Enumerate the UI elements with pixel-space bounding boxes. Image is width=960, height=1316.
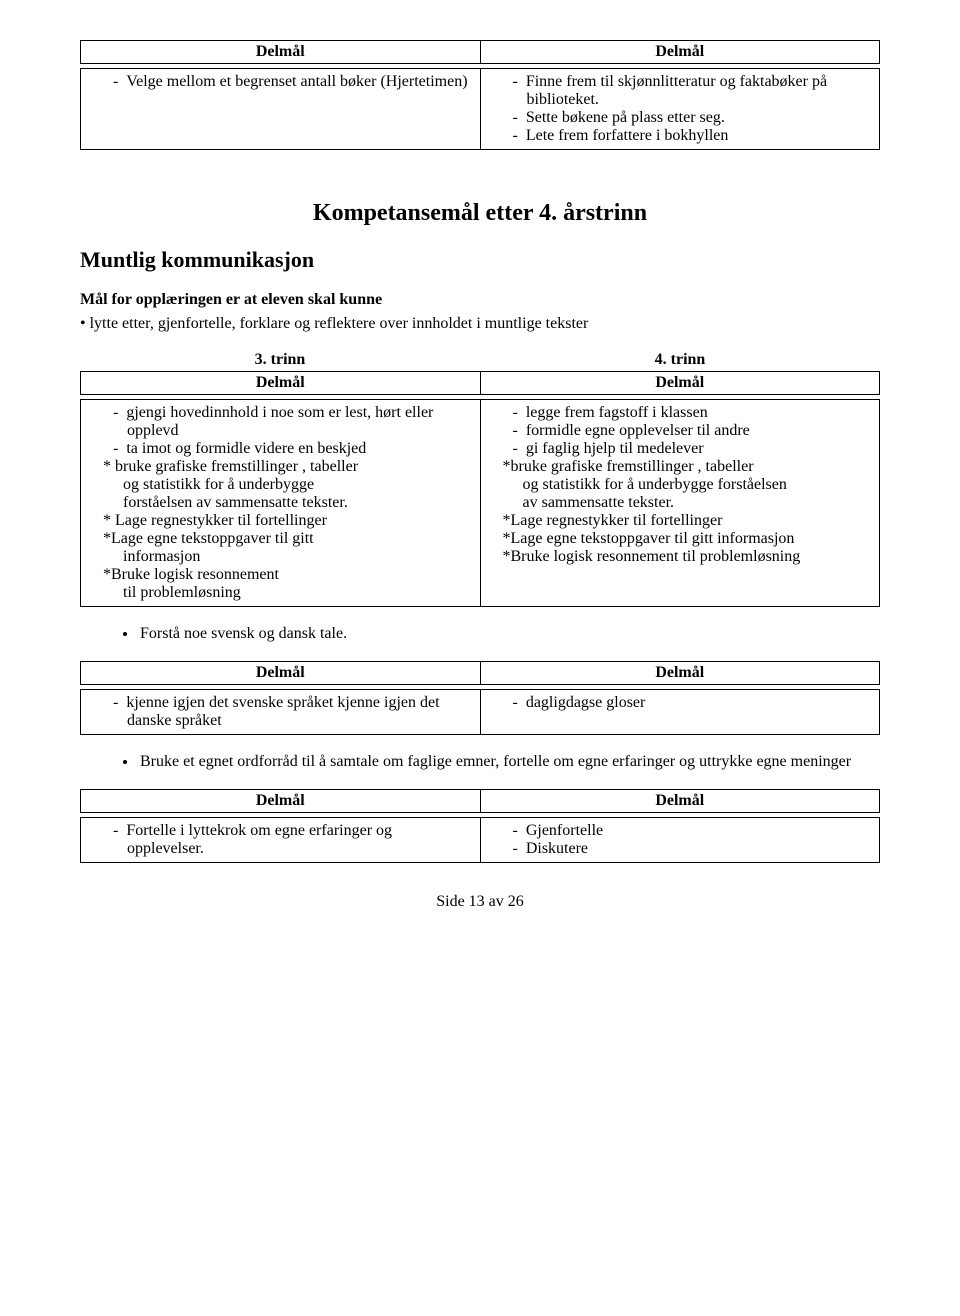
table4-header-right: Delmål [480,790,880,813]
intro-text: Mål for opplæringen er at eleven skal ku… [80,291,880,309]
table2-right-cell: legge frem fagstoff i klassen formidle e… [480,400,880,607]
goal-bullet: • lytte etter, gjenfortelle, forklare og… [80,315,880,333]
star-line: *Bruke logisk resonnement til problemløs… [489,548,872,566]
star-line: *Lage regnestykker til fortellinger [489,512,872,530]
table4-content: Fortelle i lyttekrok om egne erfaringer … [80,817,880,863]
cont-line: av sammensatte tekster. [489,494,872,512]
list-item: dagligdagse gloser [489,694,872,712]
list-item: gjengi hovedinnhold i noe som er lest, h… [89,404,472,440]
list-item: ta imot og formidle videre en beskjed [89,440,472,458]
table4-left-list: Fortelle i lyttekrok om egne erfaringer … [89,822,472,858]
cont-line: og statistikk for å underbygge [89,476,472,494]
trinn-row: 3. trinn 4. trinn [80,351,880,369]
star-line: *bruke grafiske fremstillinger , tabelle… [489,458,872,476]
table1-content: Velge mellom et begrenset antall bøker (… [80,68,880,150]
table2-header-right: Delmål [480,372,880,395]
mid-bullet-item: Forstå noe svensk og dansk tale. [138,625,880,643]
table4-header: Delmål Delmål [80,789,880,813]
table4-right-list: Gjenfortelle Diskutere [489,822,872,858]
table3-left-cell: kjenne igjen det svenske språket kjenne … [81,690,481,735]
table3-left-list: kjenne igjen det svenske språket kjenne … [89,694,472,730]
list-item: Finne frem til skjønnlitteratur og fakta… [489,73,872,109]
star-line: *Lage egne tekstoppgaver til gitt [89,530,472,548]
table4-left-cell: Fortelle i lyttekrok om egne erfaringer … [81,818,481,863]
table2-left-cell: gjengi hovedinnhold i noe som er lest, h… [81,400,481,607]
mid-bullet-list: Forstå noe svensk og dansk tale. [80,625,880,643]
table3-right-cell: dagligdagse gloser [480,690,880,735]
trinn-right: 4. trinn [480,351,880,369]
list-item: Gjenfortelle [489,822,872,840]
star-line: * Lage regnestykker til fortellinger [89,512,472,530]
table3-right-list: dagligdagse gloser [489,694,872,712]
list-item: Sette bøkene på plass etter seg. [489,109,872,127]
table2-header: Delmål Delmål [80,371,880,395]
cont-line: informasjon [89,548,472,566]
list-item: Velge mellom et begrenset antall bøker (… [89,73,472,91]
section-heading: Muntlig kommunikasjon [80,247,880,273]
trinn-left: 3. trinn [80,351,480,369]
list-item: Lete frem forfattere i bokhyllen [489,127,872,145]
table1-left-list: Velge mellom et begrenset antall bøker (… [89,73,472,91]
list-item: formidle egne opplevelser til andre [489,422,872,440]
list-item: Fortelle i lyttekrok om egne erfaringer … [89,822,472,858]
table2-header-left: Delmål [81,372,481,395]
table1-header: Delmål Delmål [80,40,880,64]
page-footer: Side 13 av 26 [80,893,880,911]
list-item: kjenne igjen det svenske språket kjenne … [89,694,472,730]
table2-content: gjengi hovedinnhold i noe som er lest, h… [80,399,880,607]
table1-header-right: Delmål [480,41,880,64]
mid-bullet-list2: Bruke et egnet ordforråd til å samtale o… [80,753,880,771]
table1-left-cell: Velge mellom et begrenset antall bøker (… [81,69,481,150]
main-heading: Kompetansemål etter 4. årstrinn [80,200,880,227]
star-line: *Lage egne tekstoppgaver til gitt inform… [489,530,872,548]
mid-bullet-item2: Bruke et egnet ordforråd til å samtale o… [138,753,880,771]
table3-header-left: Delmål [81,662,481,685]
table1-right-cell: Finne frem til skjønnlitteratur og fakta… [480,69,880,150]
table1-right-list: Finne frem til skjønnlitteratur og fakta… [489,73,872,145]
list-item: Diskutere [489,840,872,858]
table2-left-dash: gjengi hovedinnhold i noe som er lest, h… [89,404,472,458]
table1-header-left: Delmål [81,41,481,64]
cont-line: til problemløsning [89,584,472,602]
cont-line: og statistikk for å underbygge forståels… [489,476,872,494]
cont-line: forståelsen av sammensatte tekster. [89,494,472,512]
table3-header-right: Delmål [480,662,880,685]
table3-content: kjenne igjen det svenske språket kjenne … [80,689,880,735]
table2-right-dash: legge frem fagstoff i klassen formidle e… [489,404,872,458]
star-line: * bruke grafiske fremstillinger , tabell… [89,458,472,476]
list-item: gi faglig hjelp til medelever [489,440,872,458]
star-line: *Bruke logisk resonnement [89,566,472,584]
table4-right-cell: Gjenfortelle Diskutere [480,818,880,863]
table4-header-left: Delmål [81,790,481,813]
table3-header: Delmål Delmål [80,661,880,685]
list-item: legge frem fagstoff i klassen [489,404,872,422]
